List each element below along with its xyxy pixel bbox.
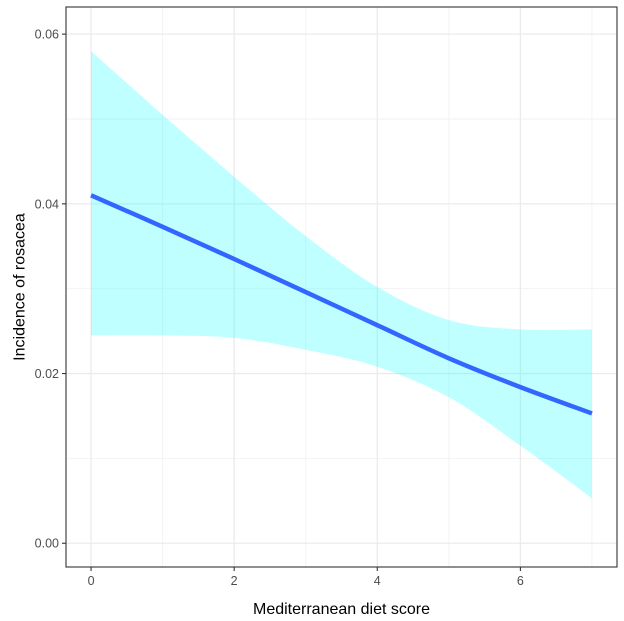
- confidence-band: [91, 51, 592, 499]
- y-tick-label: 0.06: [35, 28, 59, 42]
- panel-border: [65, 6, 618, 568]
- minor-grid: [66, 7, 617, 567]
- x-tick-label: 2: [231, 574, 238, 588]
- y-axis-title: Incidence of rosacea: [12, 213, 29, 361]
- y-axis-ticks: 0.00 0.02 0.04 0.06: [35, 28, 66, 551]
- y-tick-label: 0.04: [35, 197, 59, 211]
- major-grid: [66, 7, 617, 567]
- x-tick-label: 4: [374, 574, 381, 588]
- x-axis-title: Mediterranean diet score: [253, 601, 430, 618]
- x-tick-label: 6: [517, 574, 524, 588]
- y-tick-label: 0.00: [35, 537, 59, 551]
- x-axis-ticks: 0 2 4 6: [88, 567, 524, 588]
- x-tick-label: 0: [88, 574, 95, 588]
- y-tick-label: 0.02: [35, 367, 59, 381]
- fit-line: [90, 193, 593, 416]
